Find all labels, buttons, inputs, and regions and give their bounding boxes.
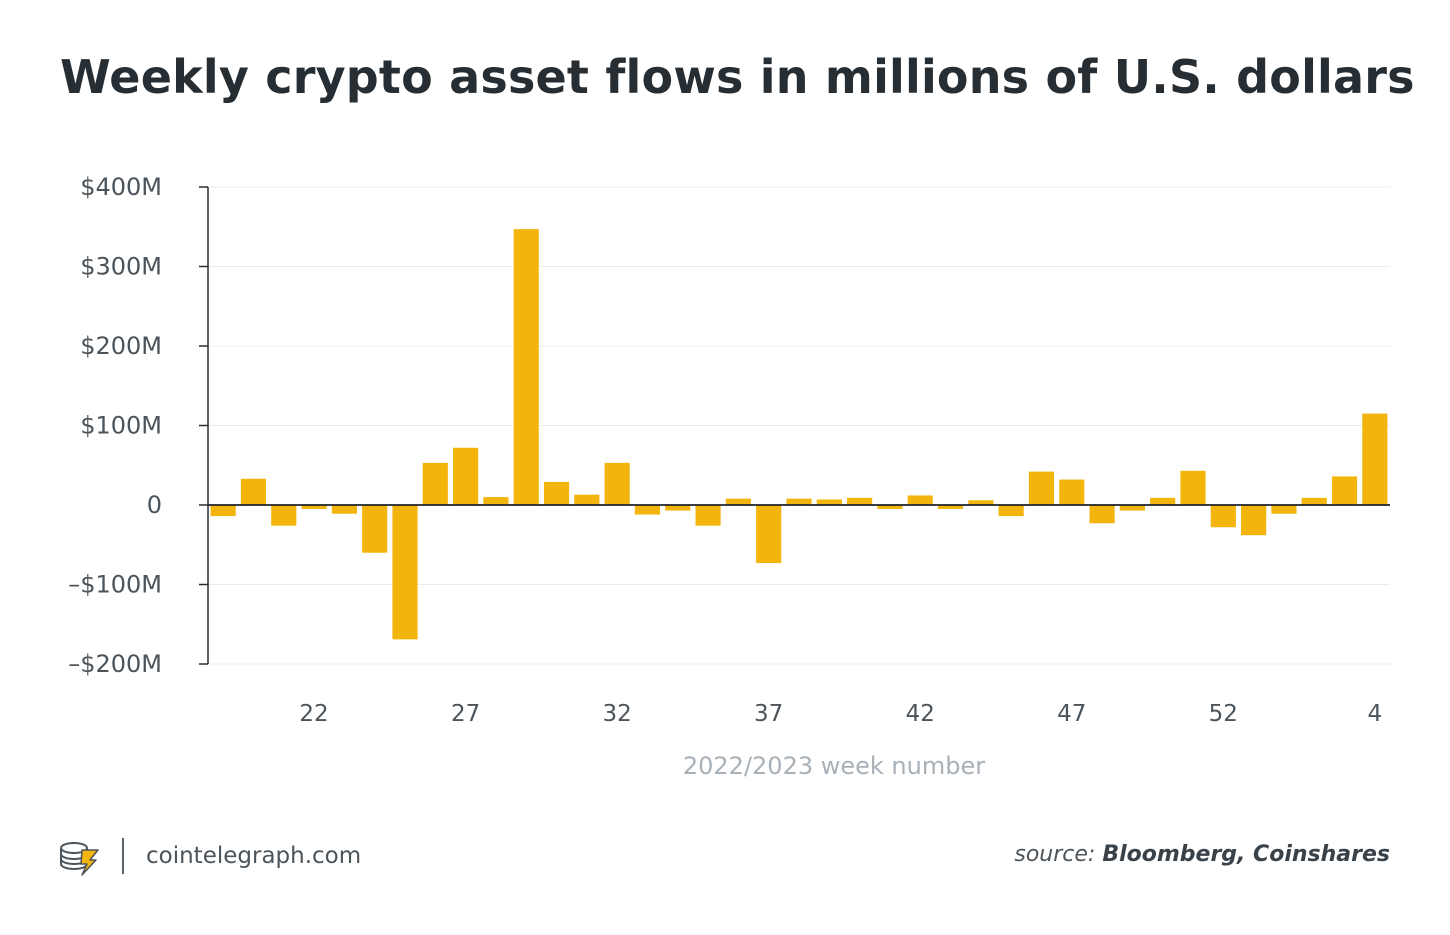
bar-week-39 (816, 499, 842, 505)
site-link[interactable]: cointelegraph.com (146, 843, 362, 869)
bar-week-22 (301, 505, 327, 509)
x-tick-label: 47 (1057, 701, 1086, 727)
bar-week-33 (634, 505, 661, 515)
bar-week-37 (756, 505, 782, 564)
x-tick-label: 42 (906, 701, 935, 727)
bar-week-44 (968, 500, 994, 505)
source-credit: source: Bloomberg, Coinshares (1014, 842, 1390, 867)
bar-week-21 (271, 505, 297, 526)
footer-brand: cointelegraph.com (58, 836, 361, 876)
cointelegraph-logo-icon (60, 842, 99, 876)
x-axis-title: 2022/2023 week number (683, 752, 985, 780)
footer-divider (122, 838, 124, 874)
bar-week-26 (422, 462, 448, 505)
bar-week-19 (210, 505, 236, 517)
bar-week-51 (1180, 470, 1206, 505)
bar-week-28 (483, 497, 509, 505)
x-tick-label: 32 (603, 701, 632, 727)
y-tick-label: –$200M (68, 650, 162, 678)
chart-title: Weekly crypto asset flows in millions of… (60, 50, 1415, 104)
y-tick-label: $100M (80, 412, 162, 440)
bar-week-27 (453, 447, 479, 505)
bar-week-49 (1119, 505, 1145, 511)
bar-week-48 (1089, 505, 1115, 524)
bar-week-50 (1150, 497, 1176, 505)
bar-week-45 (998, 505, 1024, 517)
y-tick-label: $200M (80, 332, 162, 360)
y-tick-label: $400M (80, 173, 162, 201)
bar-week-23 (331, 505, 357, 514)
source-names: Bloomberg, Coinshares (1102, 842, 1390, 867)
bar-week-32 (604, 462, 630, 505)
bar-week-53 (1241, 505, 1267, 536)
bar-week-36 (725, 498, 751, 505)
bar-week-40 (847, 497, 873, 505)
y-tick-label: 0 (147, 491, 162, 519)
bar-week-41 (877, 505, 903, 509)
bar-week-43 (937, 505, 964, 509)
bar-week-42 (907, 495, 933, 505)
x-tick-label: 4 (1368, 701, 1383, 727)
x-tick-label: 52 (1209, 701, 1238, 727)
bar-week-20 (240, 478, 267, 505)
bar-week-3 (1331, 476, 1358, 505)
x-tick-label: 37 (754, 701, 783, 727)
bar-week-52 (1210, 505, 1236, 528)
bar-week-2 (1301, 497, 1327, 505)
bar-week-46 (1028, 471, 1055, 505)
bar-week-38 (786, 498, 812, 505)
y-tick-label: –$100M (68, 571, 162, 599)
x-tick-label: 22 (299, 701, 328, 727)
bar-week-34 (665, 505, 691, 511)
source-prefix: source: (1014, 842, 1096, 867)
bar-week-25 (392, 505, 418, 640)
bar-week-24 (362, 505, 388, 553)
bar-week-35 (695, 505, 721, 526)
bar-week-4 (1362, 413, 1388, 505)
x-tick-label: 27 (451, 701, 480, 727)
bar-week-30 (543, 481, 570, 505)
bar-week-29 (513, 229, 539, 505)
bar-week-1 (1271, 505, 1297, 514)
y-tick-label: $300M (80, 253, 162, 281)
bar-week-31 (574, 494, 600, 505)
bar-week-47 (1059, 479, 1085, 505)
